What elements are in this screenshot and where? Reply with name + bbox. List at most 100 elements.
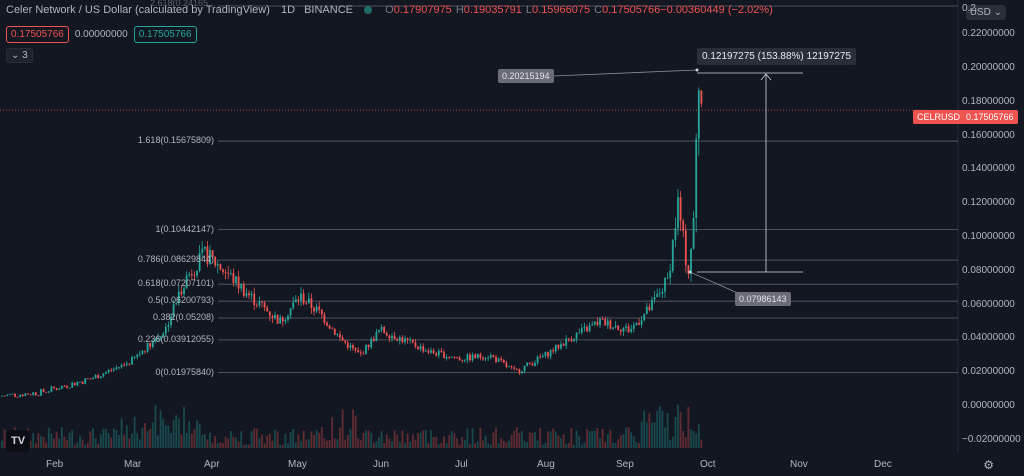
candle-body [21,394,24,397]
volume-bar [224,436,227,448]
ohlc-value: 0.19035791 [463,4,522,16]
candle-body [128,363,131,365]
candle-body [391,335,393,339]
time-axis-label: Dec [874,459,892,470]
high-price-tag[interactable]: 0.20215194 [498,69,554,83]
volume-bar [81,439,84,448]
volume-bar [380,431,383,448]
candle-body [383,326,386,334]
candle-body [656,293,659,298]
candle-body [619,329,622,332]
candle-body [300,293,302,301]
candle-body [71,382,74,388]
candle-body [76,382,79,386]
chart-legend: Celer Network / US Dollar (calculated by… [6,4,773,16]
currency-label: USD [969,7,991,18]
symbol-title[interactable]: Celer Network / US Dollar (calculated by… [6,4,270,16]
candle-body [344,340,347,343]
volume-bar [625,427,627,448]
volume-bar [601,428,604,448]
volume-bar [151,422,154,448]
fib-level-label: 2.618(0.24165... [150,0,216,8]
chevron-down-icon: ⌄ [11,50,23,61]
candle-body [510,366,513,368]
volume-bar [367,430,370,448]
volume-bar [333,438,336,448]
candle-body [479,354,482,358]
volume-bar [638,443,640,448]
volume-bar [471,428,474,448]
volume-bar [383,442,386,448]
candle-body [664,277,666,292]
candle-body [268,311,271,316]
candle-body [310,298,313,309]
candle-body [27,393,29,395]
volume-bar [287,443,289,448]
settings-gear-icon[interactable]: ⚙ [983,458,994,472]
volume-bar [596,428,599,448]
volume-bar [68,432,71,448]
tradingview-logo[interactable]: TV [6,430,30,452]
volume-bar [437,444,440,448]
candle-body [593,321,596,325]
candle-body [37,395,40,397]
volume-bar [47,427,50,448]
candle-body [245,293,248,296]
candle-body [297,299,300,301]
value-badge-zero: 0.00000000 [74,29,128,40]
chevron-down-icon: ⌄ [990,7,1002,18]
volume-bar [661,410,664,448]
candle-body [294,299,297,303]
price-axis-label: 0.08000000 [962,264,1015,276]
candle-body [133,356,136,358]
volume-bar [211,442,214,448]
candle-body [622,327,625,332]
candle-body [292,302,295,309]
volume-bar [190,433,193,448]
indicators-collapse-button[interactable]: ⌄ 3 [6,48,33,63]
ohlc-value: 0.15966075 [532,4,591,16]
volume-bar [86,443,89,448]
candle-body [396,339,399,341]
volume-bar [432,436,435,448]
volume-bar [648,413,651,448]
volume-bar [357,438,360,448]
volume-bar [50,433,53,448]
candle-body [89,378,92,380]
currency-button[interactable]: USD ⌄ [965,5,1006,20]
arrow-up-icon [760,73,772,81]
low-price-text: 0.07986143 [739,294,787,304]
low-price-tag[interactable]: 0.07986143 [735,292,791,306]
candle-body [92,378,94,379]
time-axis-label: Jun [373,459,390,470]
candle-body [94,375,97,379]
volume-bar [458,444,461,448]
candle-body [599,318,601,326]
candle-body [417,346,419,349]
candle-body [375,331,378,342]
candle-body [216,264,219,266]
candle-body [692,217,695,249]
volume-bar [573,444,575,448]
volume-bar [107,432,110,448]
candle-body [578,332,581,334]
volume-bar [396,434,399,448]
candle-body [515,368,518,370]
volume-bar [513,430,516,448]
candle-body [328,325,331,329]
volume-bar [237,441,240,448]
interval-label[interactable]: 1D [280,4,296,16]
volume-bar [456,438,458,448]
volume-bar [71,430,74,448]
candle-body [341,337,344,341]
volume-bar [185,432,188,448]
candle-body [596,321,599,326]
volume-bar [687,406,690,448]
volume-bar [388,438,391,448]
candle-body [190,274,193,276]
candle-body [248,293,250,296]
volume-bar [219,442,222,448]
candle-body [105,372,107,374]
